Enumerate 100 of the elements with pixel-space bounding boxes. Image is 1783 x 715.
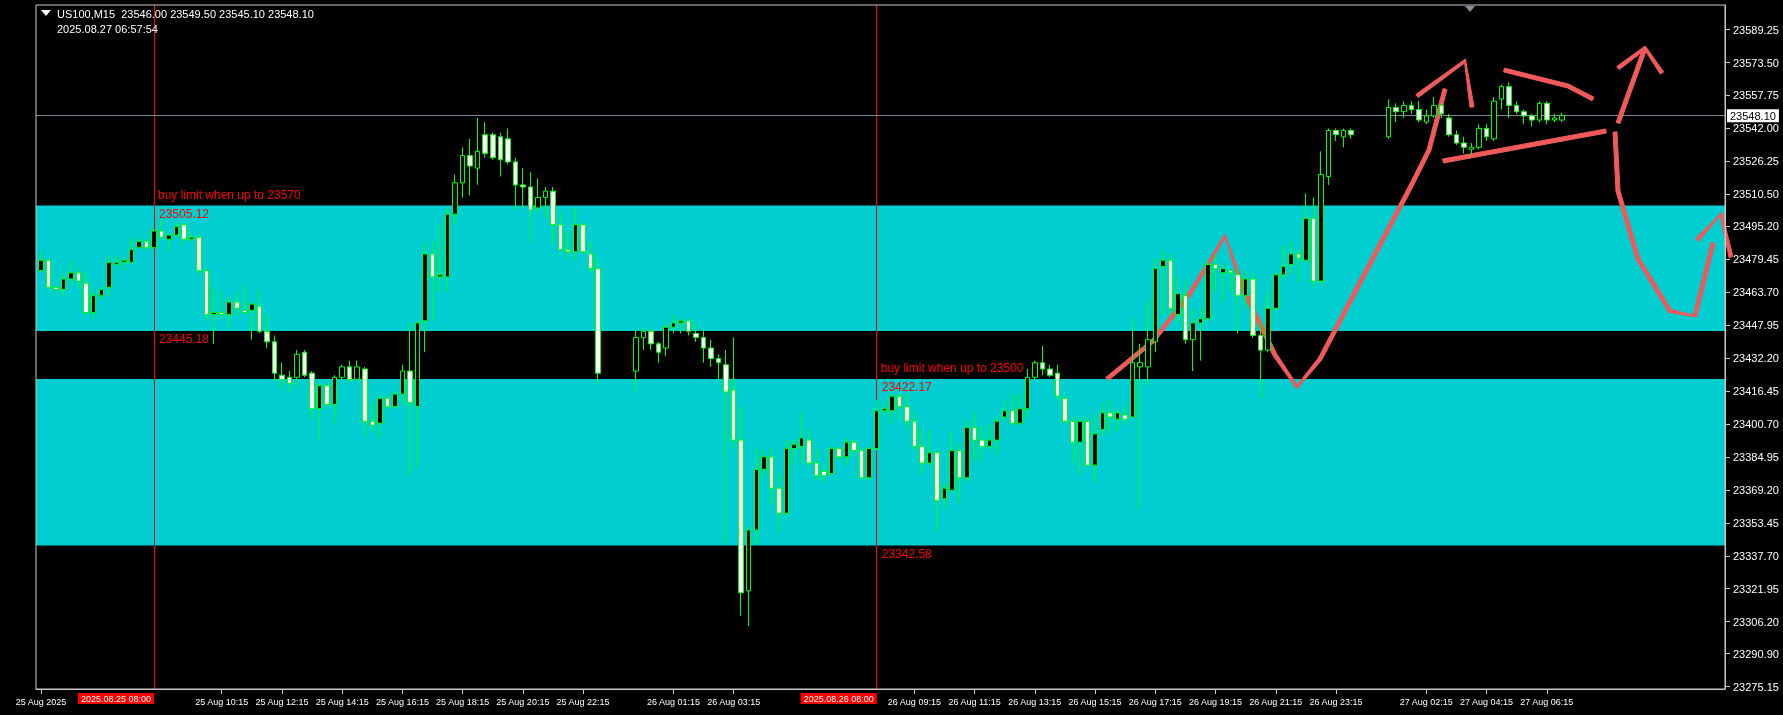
candlestick [181,222,187,247]
candlestick [302,349,307,378]
candlestick [437,224,443,293]
candlestick [1265,291,1271,353]
candlestick [1446,113,1452,138]
candlestick [708,339,714,368]
candlestick [1431,96,1437,119]
candlestick [550,186,556,244]
candlestick [520,167,526,209]
candlestick [1499,83,1504,111]
candlestick [287,370,292,393]
x-tick-label: 25 Aug 12:15 [255,696,309,707]
y-tick-label: 23526.25 [1733,155,1779,168]
x-tick-label: 26 Aug 15:15 [1068,696,1122,707]
candlestick [641,326,646,351]
candlestick [136,236,142,251]
x-tick-label: 26 Aug 13:15 [1008,696,1062,707]
candlestick [189,232,194,242]
candlestick [159,219,164,240]
candlestick [1296,249,1301,284]
x-tick-label: 25 Aug 22:15 [556,696,610,707]
candlestick [1258,322,1263,399]
candlestick [407,322,413,477]
candlestick [543,186,548,219]
candlestick [874,399,879,452]
candlestick [573,207,578,261]
y-tick-label: 23384.95 [1733,450,1779,463]
candlestick [1047,364,1053,378]
candlestick [1190,307,1196,372]
candlestick [1137,343,1143,510]
candlestick [972,410,977,462]
candlestick [1288,240,1294,276]
candlestick [829,445,834,477]
candlestick [919,429,925,475]
candlestick [1333,127,1339,142]
candlestick [347,360,352,383]
candlestick [1469,142,1474,157]
x-tick-label: 26 Aug 23:15 [1309,696,1363,707]
ref-line-label: 23548.10 [1730,109,1776,122]
candlestick [904,393,910,431]
candlestick [1409,100,1414,115]
x-tick-label: 25 Aug 2025 [15,696,67,707]
candlestick [565,232,571,259]
candlestick [588,240,593,274]
candlestick [1032,360,1038,380]
candlestick [799,410,804,464]
candlestick [814,447,819,481]
x-tick-label: 26 Aug 01:15 [646,696,700,707]
candlestick [1461,136,1467,155]
candlestick [1537,100,1542,123]
candlestick [196,234,202,276]
x-tick-label: 26 Aug 11:15 [948,696,1001,707]
candlestick [1506,81,1512,119]
candlestick [38,251,44,274]
candlestick [1025,368,1030,418]
candlestick [738,406,744,617]
candlestick [1070,416,1075,464]
candlestick [942,483,947,510]
candlestick [370,401,375,433]
y-tick-label: 23306.20 [1733,615,1779,628]
candlestick [1521,109,1527,125]
candlestick [106,255,112,297]
candlestick [1145,299,1151,387]
candlestick [1198,307,1203,362]
y-tick-label: 23275.15 [1733,680,1779,693]
annotation: 23342.58 [881,546,933,561]
candlestick [791,439,797,464]
x-tick-label: 26 Aug 17:15 [1128,696,1182,707]
candlestick [1424,109,1429,125]
y-tick-label: 23447.95 [1733,319,1779,332]
candlestick [927,429,932,466]
candlestick [731,337,736,449]
candlestick [1062,395,1068,424]
candlestick [99,286,104,301]
candlestick [1228,268,1233,293]
y-tick-label: 23353.45 [1733,516,1779,529]
annotation: 23445.18 [158,331,210,346]
candlestick [663,322,669,357]
candlestick [889,393,895,424]
candlestick [174,222,179,238]
candlestick [513,157,518,211]
candlestick [1491,96,1497,142]
candlestick [46,257,51,290]
x-tick-label: 26 Aug 09:15 [887,696,941,707]
candlestick [686,318,691,336]
candlestick [716,353,721,380]
candlestick [882,404,887,416]
candlestick [422,240,428,353]
candlestick [53,284,59,293]
candlestick [272,335,277,383]
candlestick [1002,399,1007,422]
candlestick [1303,192,1309,263]
candlestick [1220,263,1226,303]
candlestick [430,240,435,322]
candlestick [211,286,217,345]
candlestick [83,272,89,316]
candlestick [1250,272,1256,339]
candlestick [1348,127,1354,140]
y-tick-label: 23495.20 [1733,220,1779,233]
candlestick [392,391,398,410]
